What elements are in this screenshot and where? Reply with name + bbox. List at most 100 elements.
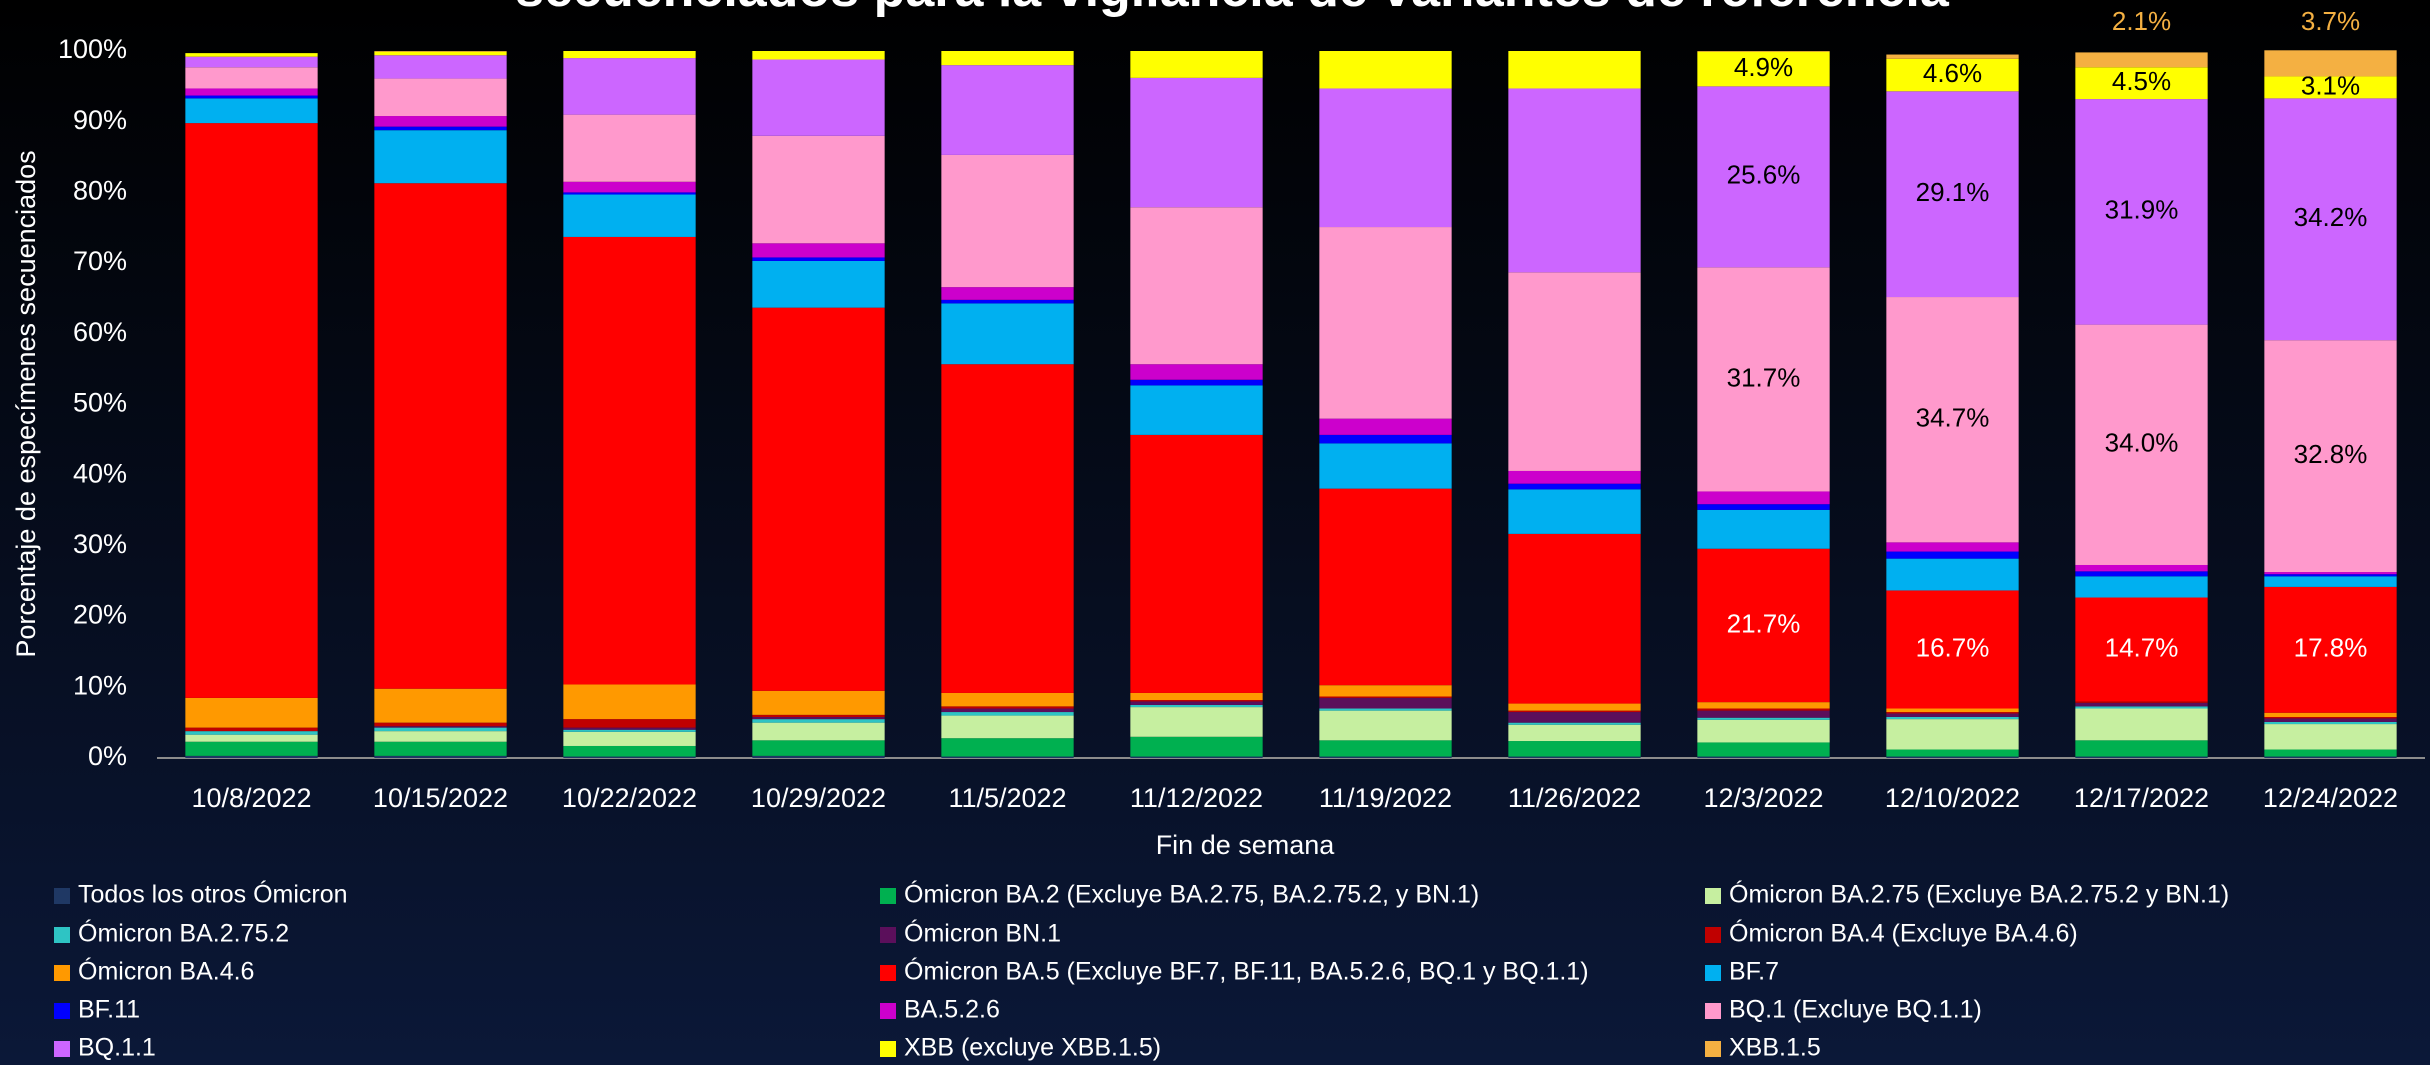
bar-segment [2075,756,2208,758]
data-label: 2.1% [2112,6,2171,36]
legend-label: Ómicron BA.4 (Excluye BA.4.6) [1729,919,2078,948]
bar-segment [1508,712,1641,723]
legend-swatch [880,888,896,904]
bar-segment [941,756,1074,758]
bar-segment [374,55,507,79]
data-label: 31.7% [1727,362,1801,392]
bar-segment [1697,719,1830,743]
bar-segment [1319,227,1452,419]
bar-segment [374,126,507,131]
bar-segment [1130,434,1263,693]
x-tick-label: 11/26/2022 [1508,783,1641,813]
bar-segment [1697,717,1830,720]
bar-segment [2075,67,2208,100]
bar-segment [1886,756,2019,758]
data-label: 14.7% [2105,632,2179,662]
bar-segment [2075,708,2208,741]
legend-swatch [1705,1041,1721,1057]
bar-segment [374,688,507,723]
bar-segment [1319,685,1452,697]
bar-segment [1508,741,1641,757]
bar-segment [1319,88,1452,228]
bar-segment [752,755,885,758]
bar-segment [941,712,1074,716]
bar-segment [1130,51,1263,78]
bar-segment [2075,706,2208,709]
bar-segment [752,716,885,720]
bar-segment [374,731,507,742]
bar-segment [563,727,696,730]
data-label: 4.9% [1734,52,1793,82]
legend-swatch [54,1003,70,1019]
legend-swatch [54,1041,70,1057]
bar-segment [1508,724,1641,742]
bar-segment [2264,716,2397,719]
bar-segment [1508,710,1641,713]
legend-swatch [54,965,70,981]
bar-segment [941,706,1074,709]
bar-segment [2075,571,2208,577]
bar-segment [1697,702,1830,709]
bar-segment [941,299,1074,304]
bar-segment [1886,297,2019,543]
legend-swatch [1705,927,1721,943]
bar-segment [1130,707,1263,737]
bar-segment [2075,701,2208,703]
bar-segment [374,741,507,756]
bar-segment [1697,51,1830,52]
bar-segment [941,708,1074,713]
bar-segment [752,135,885,244]
bar-segment [1319,434,1452,444]
bar-segment [1697,509,1830,549]
legend-swatch [1705,1003,1721,1019]
bar-segment [1130,207,1263,365]
x-tick-label: 11/19/2022 [1319,783,1452,813]
bar-segment [2075,564,2208,572]
bar-segment [185,95,318,99]
bar-segment [2264,572,2397,575]
bar-segment [1130,364,1263,380]
bar-segment [374,51,507,56]
data-label: 17.8% [2294,633,2368,663]
bar-segment [2264,586,2397,713]
bar-segment [563,719,696,728]
bar-segment [563,745,696,757]
bar-segment [2264,718,2397,722]
bar-segment [1697,86,1830,268]
bar-segment [185,98,318,124]
x-tick-label: 12/17/2022 [2074,783,2209,813]
bar-segment [563,181,696,193]
bar-segment [1319,710,1452,741]
bar-segment [185,731,318,735]
legend-swatch [880,965,896,981]
bar-segment [1886,54,2019,59]
y-tick-label: 100% [58,34,127,64]
legend-swatch [880,1003,896,1019]
legend-label: XBB.1.5 [1729,1034,1821,1062]
bar-segment [2264,50,2397,77]
x-tick-label: 12/3/2022 [1703,783,1823,813]
y-tick-label: 70% [73,246,127,276]
bar-segment [941,154,1074,288]
bar-segment [185,53,318,57]
bar-segment [1130,704,1263,708]
bar-segment [1886,708,2019,713]
legend-swatch [54,888,70,904]
bar-segment [941,738,1074,757]
bar-segment [2264,749,2397,757]
bar-segment [2264,576,2397,587]
bar-segment [1886,551,2019,559]
x-tick-label: 10/29/2022 [751,783,886,813]
bar-segment [1130,736,1263,757]
bar-segment [563,731,696,746]
x-tick-label: 11/5/2022 [948,783,1066,813]
x-tick-label: 11/12/2022 [1130,783,1263,813]
legend-swatch [1705,965,1721,981]
bar-segment [1130,701,1263,705]
bar-segment [1508,722,1641,725]
data-label: 4.5% [2112,66,2171,96]
bar-segment [2075,597,2208,702]
bar-segment [1886,713,2019,717]
bar-segment [563,51,696,59]
bar-segment [1130,692,1263,701]
